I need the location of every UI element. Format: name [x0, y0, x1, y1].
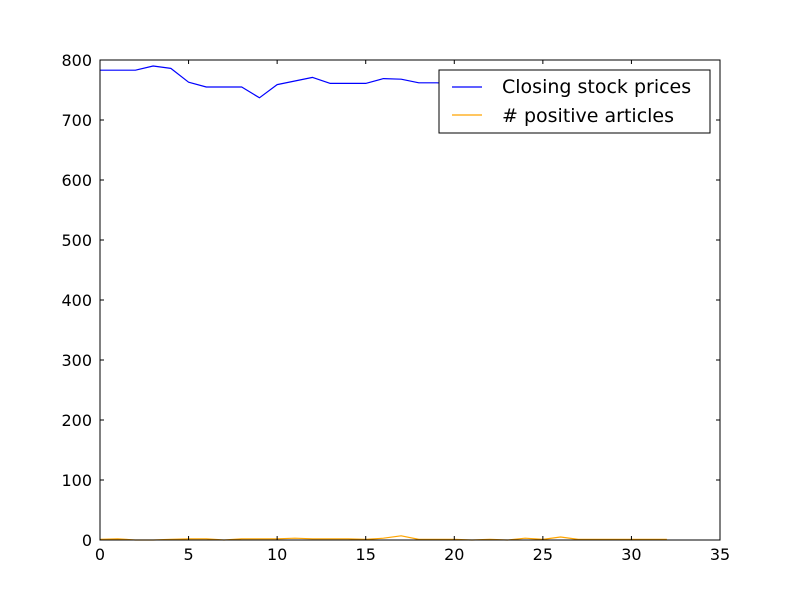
x-tick-label: 10 [267, 545, 287, 564]
y-tick-label: 0 [82, 531, 92, 550]
legend-box [438, 69, 711, 134]
legend-label-positive-articles: # positive articles [502, 105, 674, 127]
y-tick-label: 300 [61, 351, 92, 370]
y-tick-label: 400 [61, 291, 92, 310]
x-tick-label: 35 [710, 545, 730, 564]
x-tick-label: 15 [356, 545, 376, 564]
y-tick-label: 200 [61, 411, 92, 430]
y-tick-label: 700 [61, 111, 92, 130]
legend: Closing stock prices # positive articles [438, 69, 711, 134]
x-tick-label: 25 [533, 545, 553, 564]
y-tick-label: 800 [61, 51, 92, 70]
series-line-positive-articles [99, 535, 667, 541]
x-tick-label: 20 [444, 545, 464, 564]
plot-frame [99, 59, 721, 541]
x-tick-label: 30 [621, 545, 641, 564]
y-tick-label: 100 [61, 471, 92, 490]
legend-label-closing-stock-prices: Closing stock prices [502, 76, 691, 98]
y-tick-label: 600 [61, 171, 92, 190]
x-tick-label: 0 [95, 545, 105, 564]
y-tick-label: 500 [61, 231, 92, 250]
x-tick-label: 5 [183, 545, 193, 564]
tick-layer: 0 5 10 15 20 25 30 35 0 100 200 300 400 500 600 700 800 [61, 51, 730, 564]
